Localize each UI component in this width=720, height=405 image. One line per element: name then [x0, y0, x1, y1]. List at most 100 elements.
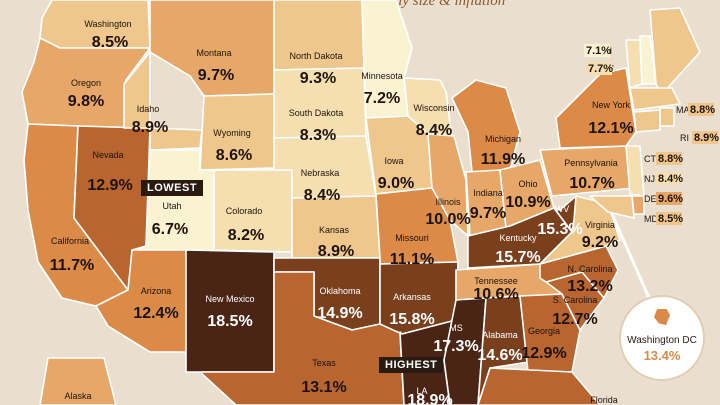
state-value-pa: 10.7%	[569, 175, 614, 192]
state-value-ca: 11.7%	[50, 257, 94, 274]
state-name-nv: Nevada	[92, 150, 123, 160]
dc-callout: Washington DC 13.4%	[621, 297, 703, 379]
state-name-tn: Tennessee	[474, 276, 518, 286]
state-value-oh: 10.9%	[505, 194, 550, 211]
state-value-nh: 7.1%	[586, 45, 611, 57]
state-name-in: Indiana	[473, 188, 503, 198]
state-name-ar: Arkansas	[393, 292, 431, 302]
state-value-nv: 12.9%	[87, 177, 132, 194]
state-name-wv: WV	[555, 204, 570, 214]
highest-tag: HIGHEST	[379, 357, 444, 373]
state-name-nj: NJ	[644, 174, 655, 184]
lowest-tag: LOWEST	[141, 180, 204, 196]
state-value-or: 9.8%	[68, 93, 104, 110]
state-shape-id	[123, 51, 203, 151]
state-name-ga: Georgia	[528, 326, 560, 336]
state-swatch-ma	[688, 103, 714, 116]
state-value-ny: 12.1%	[588, 120, 633, 137]
state-value-ne: 8.4%	[304, 187, 340, 204]
state-value-ga: 12.9%	[521, 345, 566, 362]
state-shape-nm	[185, 249, 275, 373]
state-name-ky: Kentucky	[499, 233, 537, 243]
state-value-md: 8.5%	[658, 213, 683, 225]
state-name-de: DE	[644, 194, 657, 204]
state-in	[465, 169, 507, 237]
state-ri	[659, 107, 675, 127]
state-value-ma: 8.8%	[690, 104, 715, 116]
state-wv	[553, 195, 577, 233]
state-nm	[185, 249, 275, 373]
state-shape-ri	[659, 107, 675, 127]
state-shape-mi	[451, 79, 521, 173]
state-name-nd: North Dakota	[289, 51, 342, 61]
state-name-co: Colorado	[226, 206, 263, 216]
state-name-il: Illinois	[435, 197, 461, 207]
state-ma	[629, 87, 681, 111]
state-ct	[633, 109, 661, 133]
state-name-ms: MS	[449, 323, 463, 333]
state-name-al: Alabama	[482, 330, 518, 340]
state-name-tx: Texas	[312, 358, 336, 368]
state-name-ne: Nebraska	[301, 168, 340, 178]
state-name-fl: Florida	[590, 395, 618, 405]
state-value-de: 9.6%	[658, 193, 683, 205]
state-name-oh: Ohio	[518, 179, 537, 189]
state-value-ar: 15.8%	[389, 311, 434, 328]
state-name-mi: Michigan	[485, 134, 521, 144]
state-name-pa: Pennsylvania	[564, 158, 618, 168]
state-swatch-ri	[692, 131, 718, 144]
state-shape-va	[539, 195, 621, 265]
state-value-la: 18.9%	[407, 392, 452, 405]
state-value-nj: 8.4%	[658, 173, 683, 185]
state-shape-al	[477, 295, 529, 405]
state-value-az: 12.4%	[133, 305, 178, 322]
state-al	[477, 295, 529, 405]
state-name-ok: Oklahoma	[319, 286, 360, 296]
state-shape-ms	[443, 297, 487, 405]
state-name-sc: S. Carolina	[553, 295, 598, 305]
state-name-ca: California	[51, 236, 89, 246]
state-value-ok: 14.9%	[317, 305, 362, 322]
state-value-ut: 6.7%	[152, 221, 188, 238]
state-value-nm: 18.5%	[207, 313, 252, 330]
state-value-mi: 11.9%	[481, 151, 525, 168]
state-name-mt: Montana	[196, 48, 231, 58]
state-value-il: 10.0%	[425, 211, 470, 228]
state-name-ct: CT	[644, 154, 656, 164]
state-shape-fl	[477, 367, 601, 405]
state-name-sd: South Dakota	[289, 108, 344, 118]
state-name-ut: Utah	[162, 201, 181, 211]
state-name-nc: N. Carolina	[567, 264, 612, 274]
state-me	[649, 7, 701, 95]
state-shape-ga	[519, 293, 581, 373]
state-value-mt: 9.7%	[198, 67, 234, 84]
state-name-az: Arizona	[141, 286, 172, 296]
state-name-ny: New York	[592, 100, 631, 110]
state-swatch-vt	[586, 62, 612, 75]
state-swatch-ct	[656, 152, 682, 165]
state-value-ky: 15.7%	[495, 249, 540, 266]
state-value-nc: 13.2%	[567, 278, 612, 295]
state-name-la: LA	[416, 386, 427, 396]
state-name-ia: Iowa	[384, 156, 403, 166]
state-ga	[519, 293, 581, 373]
state-value-vt: 7.7%	[588, 63, 613, 75]
state-shape-ma	[629, 87, 681, 111]
state-shape-md	[589, 195, 635, 219]
state-md	[589, 195, 635, 219]
state-name-va: Virginia	[585, 220, 615, 230]
state-value-al: 14.6%	[477, 347, 522, 364]
state-value-mo: 11.1%	[390, 251, 434, 268]
state-id	[123, 51, 203, 151]
dc-value: 13.4%	[643, 348, 681, 363]
state-ms	[443, 297, 487, 405]
state-mi	[451, 79, 521, 173]
state-shape-ak	[39, 357, 117, 405]
state-value-wa: 8.5%	[92, 34, 128, 51]
state-value-sd: 8.3%	[300, 127, 336, 144]
state-name-mn: Minnesota	[361, 71, 403, 81]
dc-shape-icon	[654, 309, 670, 325]
state-name-wi: Wisconsin	[413, 103, 454, 113]
